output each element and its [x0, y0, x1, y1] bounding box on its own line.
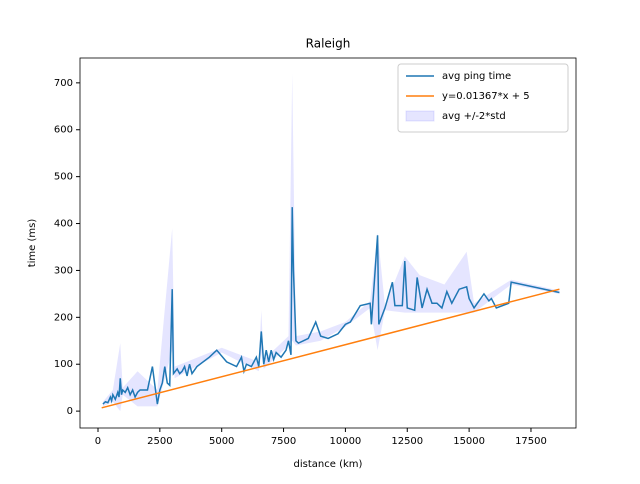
x-tick-label: 17500: [515, 436, 547, 447]
series-line: [101, 288, 560, 409]
legend-label: y=0.01367*x + 5: [442, 91, 530, 102]
x-axis-label: distance (km): [294, 459, 363, 470]
y-tick-label: 400: [54, 219, 73, 230]
x-tick-label: 0: [95, 436, 101, 447]
y-tick-label: 700: [54, 78, 73, 89]
x-tick-label: 7500: [271, 436, 296, 447]
chart-title: Raleigh: [306, 37, 351, 51]
x-tick-label: 15000: [453, 436, 485, 447]
y-tick-label: 600: [54, 125, 73, 136]
x-tick-label: 5000: [209, 436, 234, 447]
y-tick-label: 300: [54, 265, 73, 276]
series-line: [102, 207, 560, 405]
x-tick-label: 12500: [391, 436, 423, 447]
y-tick-label: 0: [67, 406, 73, 417]
legend-label: avg +/-2*std: [442, 111, 506, 122]
x-tick-label: 2500: [147, 436, 172, 447]
plot-frame: [79, 57, 577, 429]
x-tick-label: 10000: [329, 436, 361, 447]
y-tick-label: 500: [54, 172, 73, 183]
y-tick-label: 100: [54, 359, 73, 370]
y-axis-label: time (ms): [27, 219, 38, 268]
legend-label: avg ping time: [442, 71, 511, 82]
legend-swatch: [405, 110, 435, 122]
legend-box: [397, 63, 569, 133]
y-tick-label: 200: [54, 312, 73, 323]
